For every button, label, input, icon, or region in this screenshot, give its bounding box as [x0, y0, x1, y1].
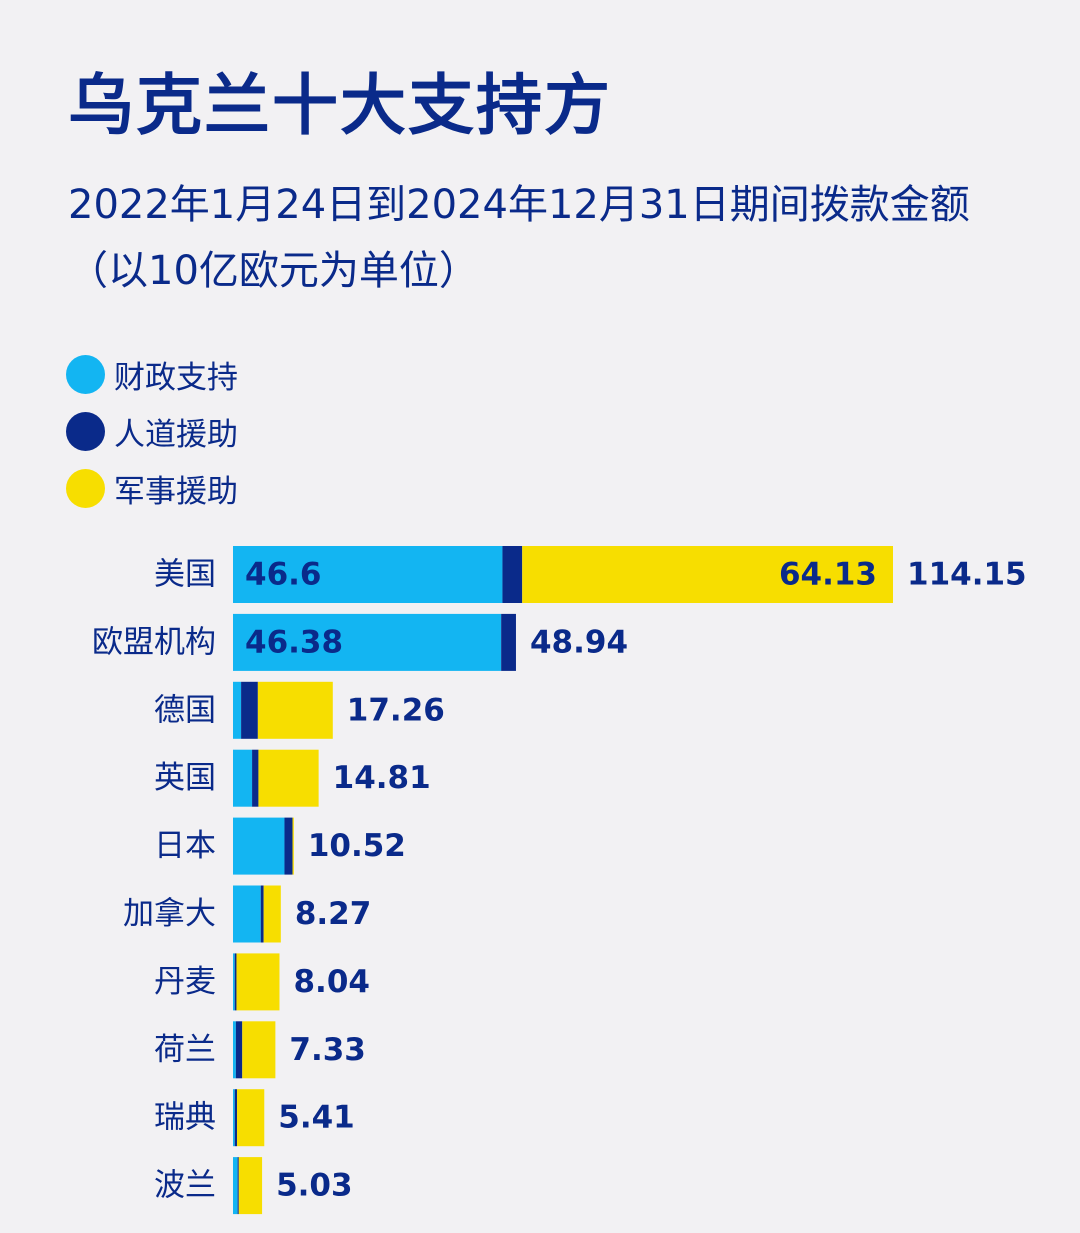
- legend-item-financial: 财政支持: [66, 346, 238, 403]
- bar-segment-humanitarian: [234, 1089, 238, 1147]
- chart-subtitle: 2022年1月24日到2024年12月31日期间拨款金额（以10亿欧元为单位）: [68, 182, 970, 294]
- bar-segment-financial: [233, 681, 242, 739]
- category-label: 日本: [154, 828, 216, 864]
- category-label: 英国: [154, 760, 216, 796]
- bar-segment-financial: [233, 613, 502, 671]
- bar-segment-financial: [233, 749, 253, 807]
- legend-label-military: 军事援助: [114, 474, 238, 510]
- legend-swatch-humanitarian: [66, 412, 105, 451]
- legend-swatch-financial: [66, 355, 105, 394]
- bar-segment-financial: [233, 546, 503, 603]
- bar-segment-humanitarian: [235, 1021, 243, 1079]
- category-label: 波兰: [154, 1168, 216, 1204]
- bar-segment-military: [292, 817, 294, 875]
- bar-segment-military: [237, 1089, 265, 1147]
- bar-segment-military: [238, 1157, 263, 1215]
- segment-value-label: 64.13: [779, 557, 877, 593]
- bar-segment-humanitarian: [237, 1157, 239, 1215]
- total-value-label: 14.81: [333, 760, 431, 796]
- bar-segment-military: [263, 885, 281, 943]
- category-label: 美国: [154, 557, 216, 593]
- legend-swatch-military: [66, 469, 105, 508]
- total-value-label: 48.94: [530, 624, 628, 660]
- segment-value-label: 46.6: [245, 557, 322, 593]
- category-label: 欧盟机构: [92, 624, 216, 660]
- total-value-label: 7.33: [289, 1032, 366, 1068]
- total-value-label: 10.52: [308, 828, 406, 864]
- bar-segment-humanitarian: [234, 953, 237, 1011]
- legend-label-humanitarian: 人道援助: [114, 417, 238, 453]
- legend-label-financial: 财政支持: [114, 360, 238, 396]
- bar-segment-humanitarian: [502, 546, 523, 603]
- total-value-label: 114.15: [907, 557, 1027, 593]
- bar-segment-financial: [233, 1021, 236, 1079]
- segment-value-label: 46.38: [245, 624, 343, 660]
- bar-segment-military: [257, 681, 333, 739]
- bar-segment-humanitarian: [241, 681, 258, 739]
- bar-segment-financial: [233, 953, 235, 1011]
- chart-title: 乌克兰十大支持方: [68, 67, 612, 144]
- legend: 财政支持 人道援助 军事援助: [66, 346, 238, 517]
- total-value-label: 5.41: [278, 1100, 355, 1136]
- total-value-label: 5.03: [276, 1168, 353, 1204]
- total-value-label: 17.26: [347, 692, 445, 728]
- bar-segment-military: [522, 546, 893, 603]
- bar-segment-military: [236, 953, 280, 1011]
- legend-item-humanitarian: 人道援助: [66, 403, 238, 460]
- total-value-label: 8.27: [295, 896, 372, 932]
- bar-segment-financial: [233, 1089, 235, 1147]
- bar-segment-military: [258, 749, 319, 807]
- bar-segment-financial: [233, 817, 285, 875]
- category-label: 荷兰: [154, 1032, 216, 1068]
- bar-segment-financial: [233, 885, 261, 943]
- category-label: 加拿大: [123, 896, 216, 932]
- category-label: 丹麦: [154, 964, 216, 1000]
- bar-segment-humanitarian: [284, 817, 293, 875]
- total-value-label: 8.04: [293, 964, 370, 1000]
- category-label: 德国: [154, 692, 216, 728]
- bar-segment-humanitarian: [501, 613, 516, 671]
- bar-segment-financial: [233, 1157, 238, 1215]
- legend-item-military: 军事援助: [66, 460, 238, 517]
- category-label: 瑞典: [154, 1100, 216, 1136]
- bar-segment-humanitarian: [260, 885, 264, 943]
- bar-segment-humanitarian: [252, 749, 259, 807]
- bar-segment-military: [242, 1021, 276, 1079]
